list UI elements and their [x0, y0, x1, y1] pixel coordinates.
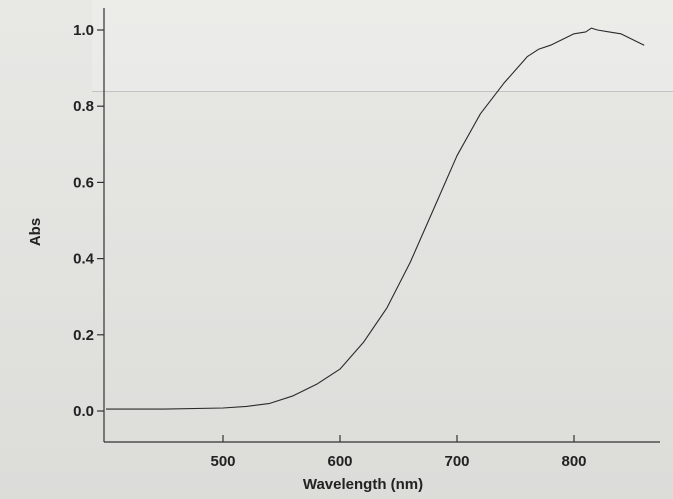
x-tick-label: 600 [327, 453, 352, 470]
y-tick-label: 0.2 [73, 327, 94, 344]
x-tick-label: 500 [210, 453, 235, 470]
absorbance-series-line [106, 27, 645, 410]
y-tick-label: 0.4 [73, 251, 95, 268]
y-tick-label: 0.0 [73, 403, 94, 420]
y-axis-title: Abs [27, 218, 44, 246]
y-tick-label: 0.8 [73, 98, 94, 115]
y-tick-label: 0.6 [73, 174, 94, 191]
chart-ticks: 0.0 0.2 0.4 0.6 0.8 1.0 500 600 700 800 [73, 22, 586, 470]
x-axis-title: Wavelength (nm) [303, 476, 423, 493]
x-tick-label: 700 [444, 453, 469, 470]
chart-series [106, 27, 645, 410]
chart-axes [103, 8, 660, 443]
x-tick-label: 800 [561, 453, 586, 470]
y-tick-label: 1.0 [73, 22, 94, 39]
tape-strip [92, 0, 673, 92]
